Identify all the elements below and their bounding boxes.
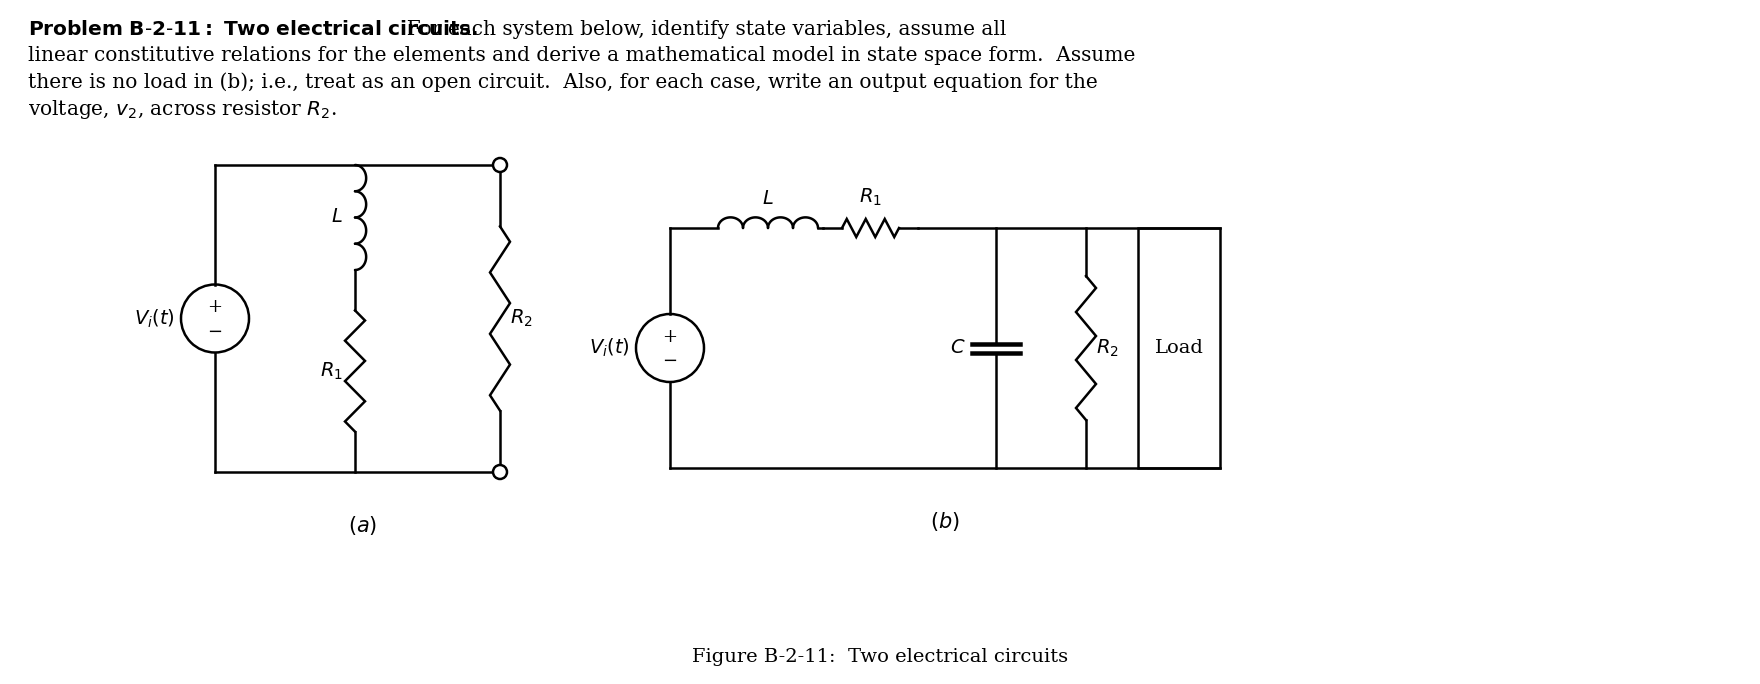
Text: $C$: $C$ — [950, 339, 966, 357]
Text: +: + — [662, 328, 678, 346]
Text: $(b)$: $(b)$ — [929, 510, 959, 533]
Text: Load: Load — [1155, 339, 1204, 357]
Text: $(a)$: $(a)$ — [348, 514, 377, 537]
Text: $V_i(t)$: $V_i(t)$ — [590, 337, 630, 359]
Text: $R_1$: $R_1$ — [320, 360, 343, 382]
Text: For each system below, identify state variables, assume all: For each system below, identify state va… — [394, 20, 1007, 39]
Text: $R_2$: $R_2$ — [510, 308, 533, 329]
Text: −: − — [662, 352, 678, 370]
Circle shape — [493, 465, 507, 479]
Text: $L$: $L$ — [331, 209, 343, 226]
Text: voltage, $v_2$, across resistor $R_2$.: voltage, $v_2$, across resistor $R_2$. — [28, 98, 336, 121]
Text: −: − — [208, 322, 222, 341]
Text: $V_i(t)$: $V_i(t)$ — [134, 307, 174, 330]
Text: linear constitutive relations for the elements and derive a mathematical model i: linear constitutive relations for the el… — [28, 46, 1135, 65]
Text: there is no load in (b); i.e., treat as an open circuit.  Also, for each case, w: there is no load in (b); i.e., treat as … — [28, 72, 1098, 92]
Bar — [1139, 228, 1220, 468]
Text: $R_1$: $R_1$ — [859, 187, 882, 208]
Text: $\mathbf{Problem\ B\text{-}2\text{-}11:\ Two\ electrical\ circuits.}$: $\mathbf{Problem\ B\text{-}2\text{-}11:\… — [28, 20, 479, 39]
Circle shape — [493, 158, 507, 172]
Text: $L$: $L$ — [762, 190, 774, 208]
Text: $R_2$: $R_2$ — [1096, 337, 1119, 358]
Text: Figure B-2-11:  Two electrical circuits: Figure B-2-11: Two electrical circuits — [692, 648, 1068, 666]
Text: +: + — [208, 298, 222, 317]
